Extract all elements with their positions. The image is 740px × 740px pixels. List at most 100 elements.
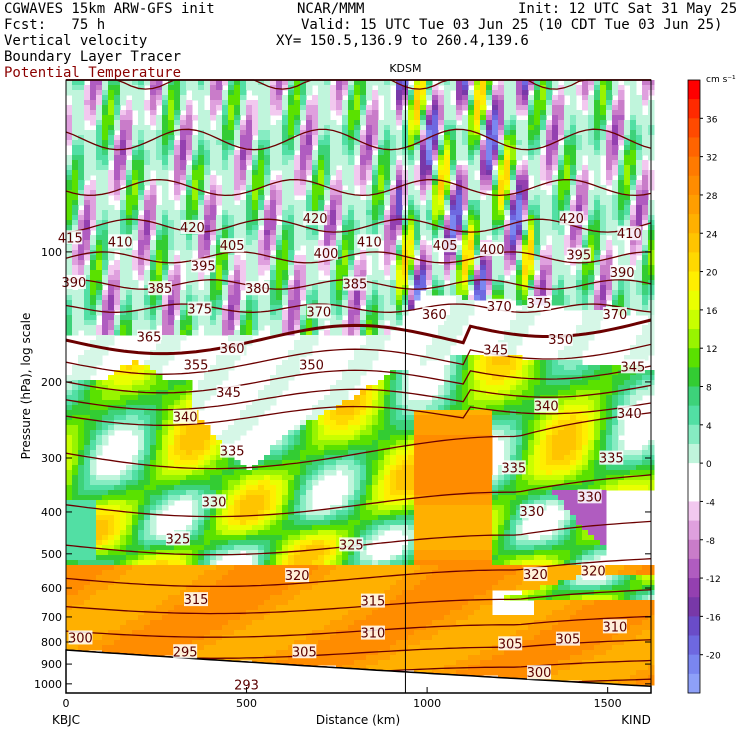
colorbar-swatch xyxy=(688,558,700,579)
theta-label: 340 xyxy=(617,407,642,422)
theta-label-bg xyxy=(108,234,133,249)
theta-label-bg xyxy=(165,531,190,546)
theta-label: 360 xyxy=(220,342,245,357)
colorbar-swatch xyxy=(688,99,700,119)
theta-label: 385 xyxy=(342,278,367,293)
theta-label-bg xyxy=(220,443,245,458)
x-tick-label: 500 xyxy=(236,697,257,710)
theta-label-bg xyxy=(184,357,208,372)
colorbar-swatch xyxy=(688,673,700,694)
theta-label-bg xyxy=(360,625,385,640)
theta-label-bg xyxy=(602,307,627,322)
theta-label: 395 xyxy=(191,259,216,274)
theta-label: 325 xyxy=(339,538,364,553)
theta-label: 375 xyxy=(527,297,552,312)
x-start-label: KBJC xyxy=(52,713,80,727)
theta-label: 350 xyxy=(299,358,324,373)
theta-label-bg xyxy=(566,247,591,262)
theta-label-bg xyxy=(68,630,93,645)
colorbar-swatch xyxy=(688,482,700,502)
theta-label: 325 xyxy=(166,532,191,547)
theta-labels: 415 410 420 405 400 420 410 405 400 420 395 410 390 3… xyxy=(58,211,645,694)
theta-label: 295 xyxy=(173,645,198,660)
theta-label-bg xyxy=(61,274,86,289)
theta-label: 350 xyxy=(548,333,573,348)
colorbar-swatch xyxy=(688,156,700,177)
theta-label-bg xyxy=(216,384,241,399)
theta-label: 305 xyxy=(498,637,523,652)
theta-label-bg xyxy=(173,644,198,659)
x-axis-ticks: 0 500 1000 1500 xyxy=(63,687,622,710)
field-boundary-layer-tracer: Boundary Layer Tracer xyxy=(4,49,182,65)
y-tick-label: 800 xyxy=(41,636,62,649)
colorbar-swatch xyxy=(688,214,700,234)
theta-label: 335 xyxy=(501,461,526,476)
init-time: Init: 12 UTC Sat 31 May 25 xyxy=(518,1,738,17)
theta-label: 400 xyxy=(314,247,339,262)
field-vertical-velocity: Vertical velocity xyxy=(4,33,148,49)
colorbar-swatch xyxy=(688,137,700,158)
x-end-label: KIND xyxy=(621,713,651,727)
colorbar-swatch xyxy=(688,578,700,598)
theta-label-bg xyxy=(184,592,208,607)
theta-label: 395 xyxy=(566,249,591,264)
theta-label: 310 xyxy=(602,620,627,635)
theta-label: 385 xyxy=(147,282,172,297)
colorbar-swatch xyxy=(688,367,700,387)
theta-label-bg xyxy=(527,665,552,680)
colorbar-tick-label: -16 xyxy=(706,613,721,623)
colorbar-swatch xyxy=(688,654,700,675)
institution-label: NCAR/MMM xyxy=(297,1,365,17)
y-tick-label: 500 xyxy=(41,548,62,561)
theta-label: 305 xyxy=(556,633,581,648)
colorbar-tick-label: -12 xyxy=(706,575,721,585)
y-tick-label: 700 xyxy=(41,611,62,624)
theta-label-bg xyxy=(360,593,385,608)
x-tick-label: 0 xyxy=(63,697,70,710)
theta-label-bg xyxy=(299,357,324,372)
theta-label: 330 xyxy=(202,495,227,510)
colorbar-swatch xyxy=(688,252,700,272)
theta-label-bg xyxy=(599,450,624,465)
theta-label-bg xyxy=(555,631,580,646)
theta-label: 415 xyxy=(58,231,83,246)
theta-label-bg xyxy=(602,619,627,634)
theta-label: 380 xyxy=(245,282,270,297)
theta-label-bg xyxy=(314,245,338,260)
station-marker-label: KDSM xyxy=(389,62,421,75)
theta-label-bg xyxy=(220,341,245,356)
theta-label-bg xyxy=(559,211,584,226)
theta-label: 345 xyxy=(621,360,646,375)
x-tick-label: 1500 xyxy=(594,697,622,710)
theta-label-bg xyxy=(433,238,458,253)
colorbar-swatch xyxy=(688,329,700,349)
theta-label: 370 xyxy=(306,305,331,320)
colorbar-tick-label: 36 xyxy=(706,115,718,125)
theta-label: 330 xyxy=(519,505,544,520)
theta-label: 300 xyxy=(527,666,552,681)
colorbar-swatch xyxy=(688,386,700,407)
theta-label: 340 xyxy=(173,411,198,426)
theta-label-bg xyxy=(617,405,642,420)
theta-label-bg xyxy=(501,460,526,475)
theta-label-bg xyxy=(487,298,512,313)
colorbar-swatch xyxy=(688,501,700,521)
y-axis-label: Pressure (hPa), log scale xyxy=(19,313,33,460)
colorbar-swatch xyxy=(688,597,700,617)
theta-label: 370 xyxy=(487,300,512,315)
theta-label-bg xyxy=(191,258,216,273)
colorbar-swatch xyxy=(688,175,700,196)
theta-label-bg xyxy=(617,226,642,241)
theta-label: 410 xyxy=(357,235,382,250)
theta-label: 335 xyxy=(220,445,245,460)
theta-label: 345 xyxy=(216,386,241,401)
theta-label: 420 xyxy=(559,212,584,227)
theta-label-bg xyxy=(483,342,508,357)
theta-label-bg xyxy=(548,332,573,347)
colorbar-tick-label: 12 xyxy=(706,345,717,355)
colorbar-swatch xyxy=(688,194,700,215)
theta-label: 405 xyxy=(220,239,245,254)
x-tick-label: 1000 xyxy=(413,697,441,710)
y-tick-label: 900 xyxy=(41,658,62,671)
